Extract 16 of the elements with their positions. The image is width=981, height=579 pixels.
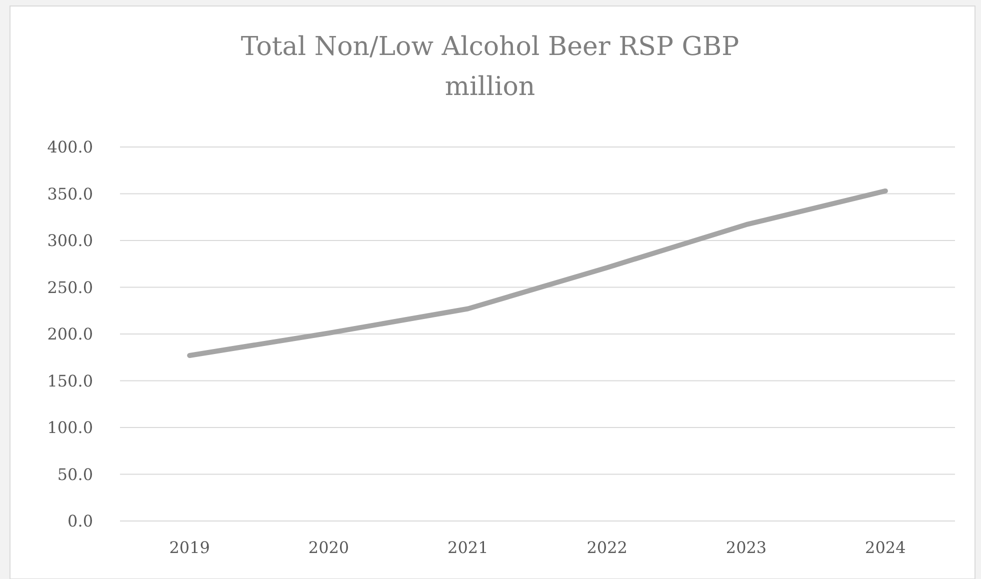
y-tick-label: 300.0 (47, 231, 93, 250)
x-tick-label: 2019 (169, 538, 210, 557)
y-tick-label: 0.0 (68, 512, 93, 531)
y-tick-label: 400.0 (47, 138, 93, 157)
y-tick-label: 350.0 (47, 184, 93, 204)
x-tick-label: 2022 (586, 538, 628, 557)
y-tick-label: 50.0 (57, 464, 93, 484)
x-tick-label: 2024 (865, 538, 906, 557)
chart-title: Total Non/Low Alcohol Beer RSP GBP million (240, 32, 740, 102)
y-tick-label: 250.0 (47, 278, 93, 297)
y-tick-label: 150.0 (47, 371, 93, 390)
x-tick-label: 2023 (726, 538, 767, 557)
x-tick-label: 2020 (308, 538, 350, 557)
x-tick-label: 2021 (448, 538, 488, 557)
y-tick-label: 100.0 (47, 418, 93, 438)
y-tick-label: 200.0 (47, 324, 93, 344)
